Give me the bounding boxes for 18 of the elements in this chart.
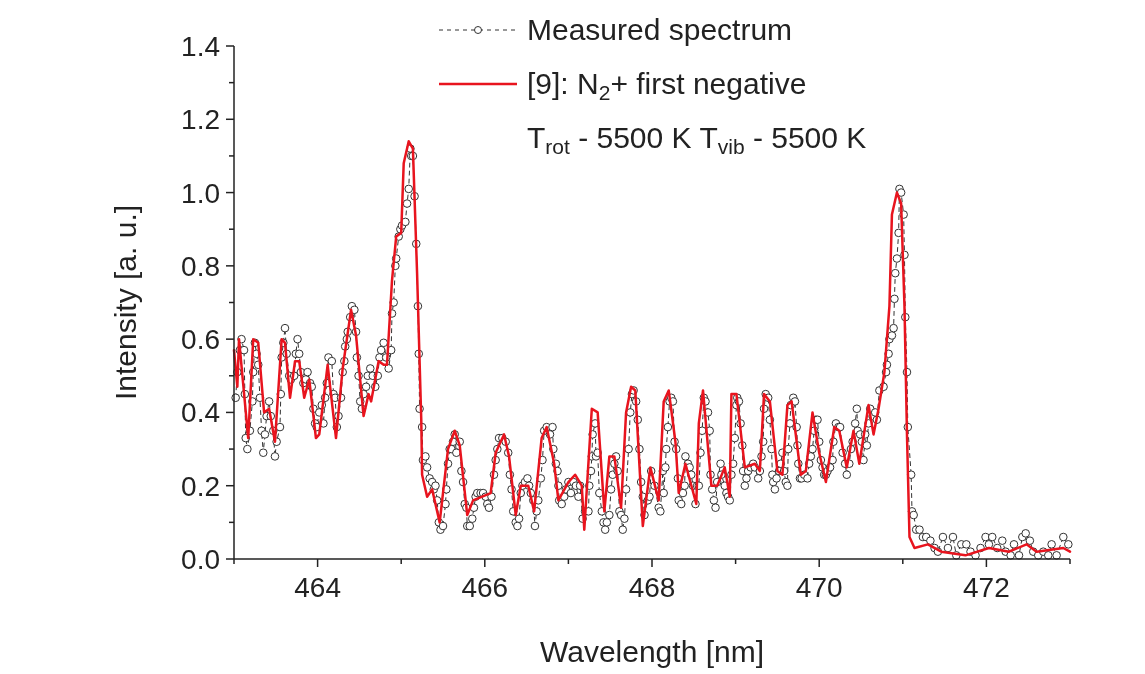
y-tick-label: 0.0 bbox=[181, 544, 220, 575]
x-tick-label: 472 bbox=[963, 572, 1010, 603]
legend-label: [9]: N$_{2}$+ first negative bbox=[527, 67, 807, 105]
y-axis-title: Intensity [a. u.] bbox=[109, 204, 142, 401]
x-tick-label: 466 bbox=[461, 572, 509, 603]
y-tick-label: 0.2 bbox=[181, 470, 220, 502]
y-tick-label: 0.8 bbox=[181, 250, 220, 282]
x-tick-label: 464 bbox=[294, 572, 341, 603]
y-tick-label: 1.0 bbox=[181, 177, 220, 209]
x-axis-title: Wavelength [nm] bbox=[540, 635, 764, 668]
x-tick-label: 468 bbox=[628, 572, 676, 603]
annotation: T$_{rot}$ - 5500 K T$_{vib}$ - 5500 K bbox=[527, 121, 867, 159]
y-tick-label: 0.6 bbox=[181, 324, 220, 356]
y-tick-label: 0.4 bbox=[181, 397, 220, 429]
y-tick-label: 1.4 bbox=[181, 31, 220, 62]
legend-label: Measured spectrum bbox=[527, 13, 793, 46]
y-tick-label: 1.2 bbox=[181, 104, 220, 136]
x-tick-label: 470 bbox=[795, 572, 843, 603]
